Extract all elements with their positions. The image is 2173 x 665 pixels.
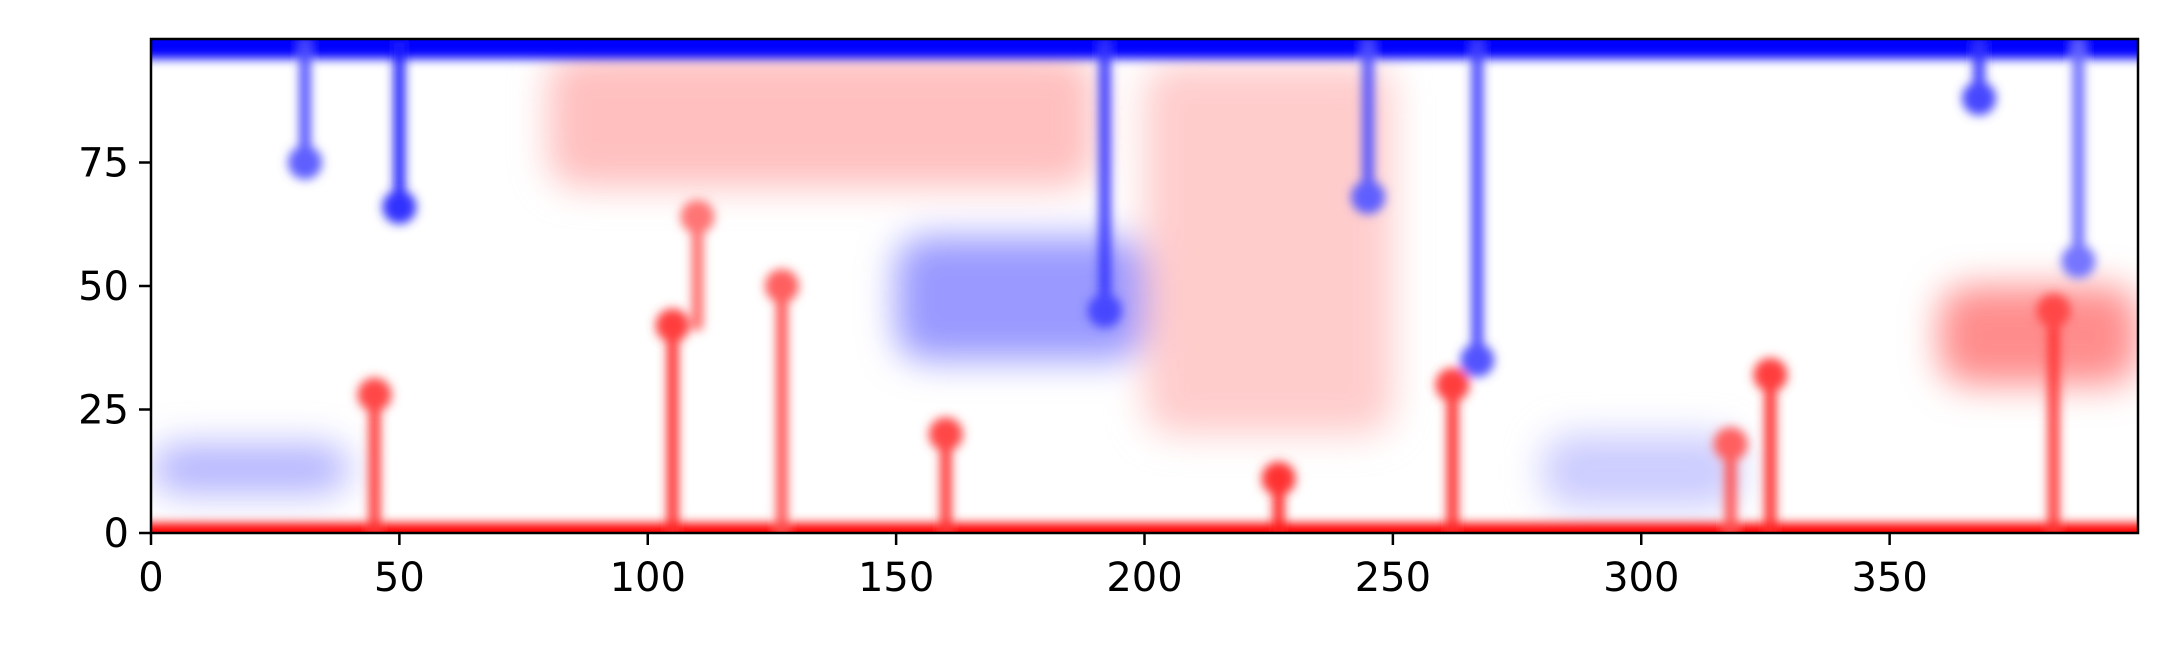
cold-plume-cap	[1351, 180, 1386, 215]
x-tick-label: 50	[374, 555, 425, 601]
x-tick-label: 250	[1355, 555, 1431, 601]
cool-region	[151, 444, 350, 494]
x-tick-label: 350	[1851, 555, 1927, 601]
warm-region	[1144, 63, 1393, 435]
cold-plume-cap	[1087, 293, 1122, 328]
warm-region	[1939, 286, 2138, 385]
cold-plume-cap	[1962, 81, 1997, 116]
x-tick-label: 100	[610, 555, 686, 601]
warm-region	[548, 53, 1095, 188]
hot-plume-cap	[928, 417, 963, 452]
y-tick-label: 75	[78, 141, 129, 187]
x-tick-label: 0	[138, 555, 163, 601]
hot-plume-cap	[1435, 367, 1470, 402]
hot-plume-cap	[764, 269, 799, 303]
field-sharp-layer	[151, 39, 2138, 533]
hot-plume-cap	[1261, 461, 1296, 496]
temperature-field	[151, 39, 2138, 533]
x-tick-label: 300	[1603, 555, 1679, 601]
y-tick-label: 50	[78, 264, 129, 310]
x-tick-label: 150	[858, 555, 934, 601]
cool-region	[1541, 434, 1741, 509]
x-axis: 0 50 100 150 200 250 300 350	[138, 533, 1928, 601]
x-tick-label: 200	[1106, 555, 1182, 601]
cold-plume-cap	[2061, 244, 2096, 279]
cool-region	[896, 236, 1145, 361]
hot-plume-cap	[357, 377, 392, 412]
hot-plume-cap	[1753, 357, 1788, 392]
cold-plume-cap	[287, 145, 322, 180]
hot-plume-cap	[680, 199, 715, 234]
hot-plume-cap	[2036, 293, 2071, 328]
hot-plume-cap	[1713, 427, 1748, 462]
cold-plume-cap	[382, 189, 417, 224]
cold-boundary-layer	[151, 39, 2138, 59]
y-axis: 0 25 50 75	[78, 141, 151, 557]
y-tick-label: 25	[78, 388, 129, 434]
cold-plume-cap	[1460, 343, 1495, 378]
hot-plume-cap	[655, 308, 690, 343]
y-tick-label: 0	[104, 511, 129, 557]
field-soft-layer	[151, 53, 2138, 509]
hot-boundary-layer	[151, 523, 2138, 533]
